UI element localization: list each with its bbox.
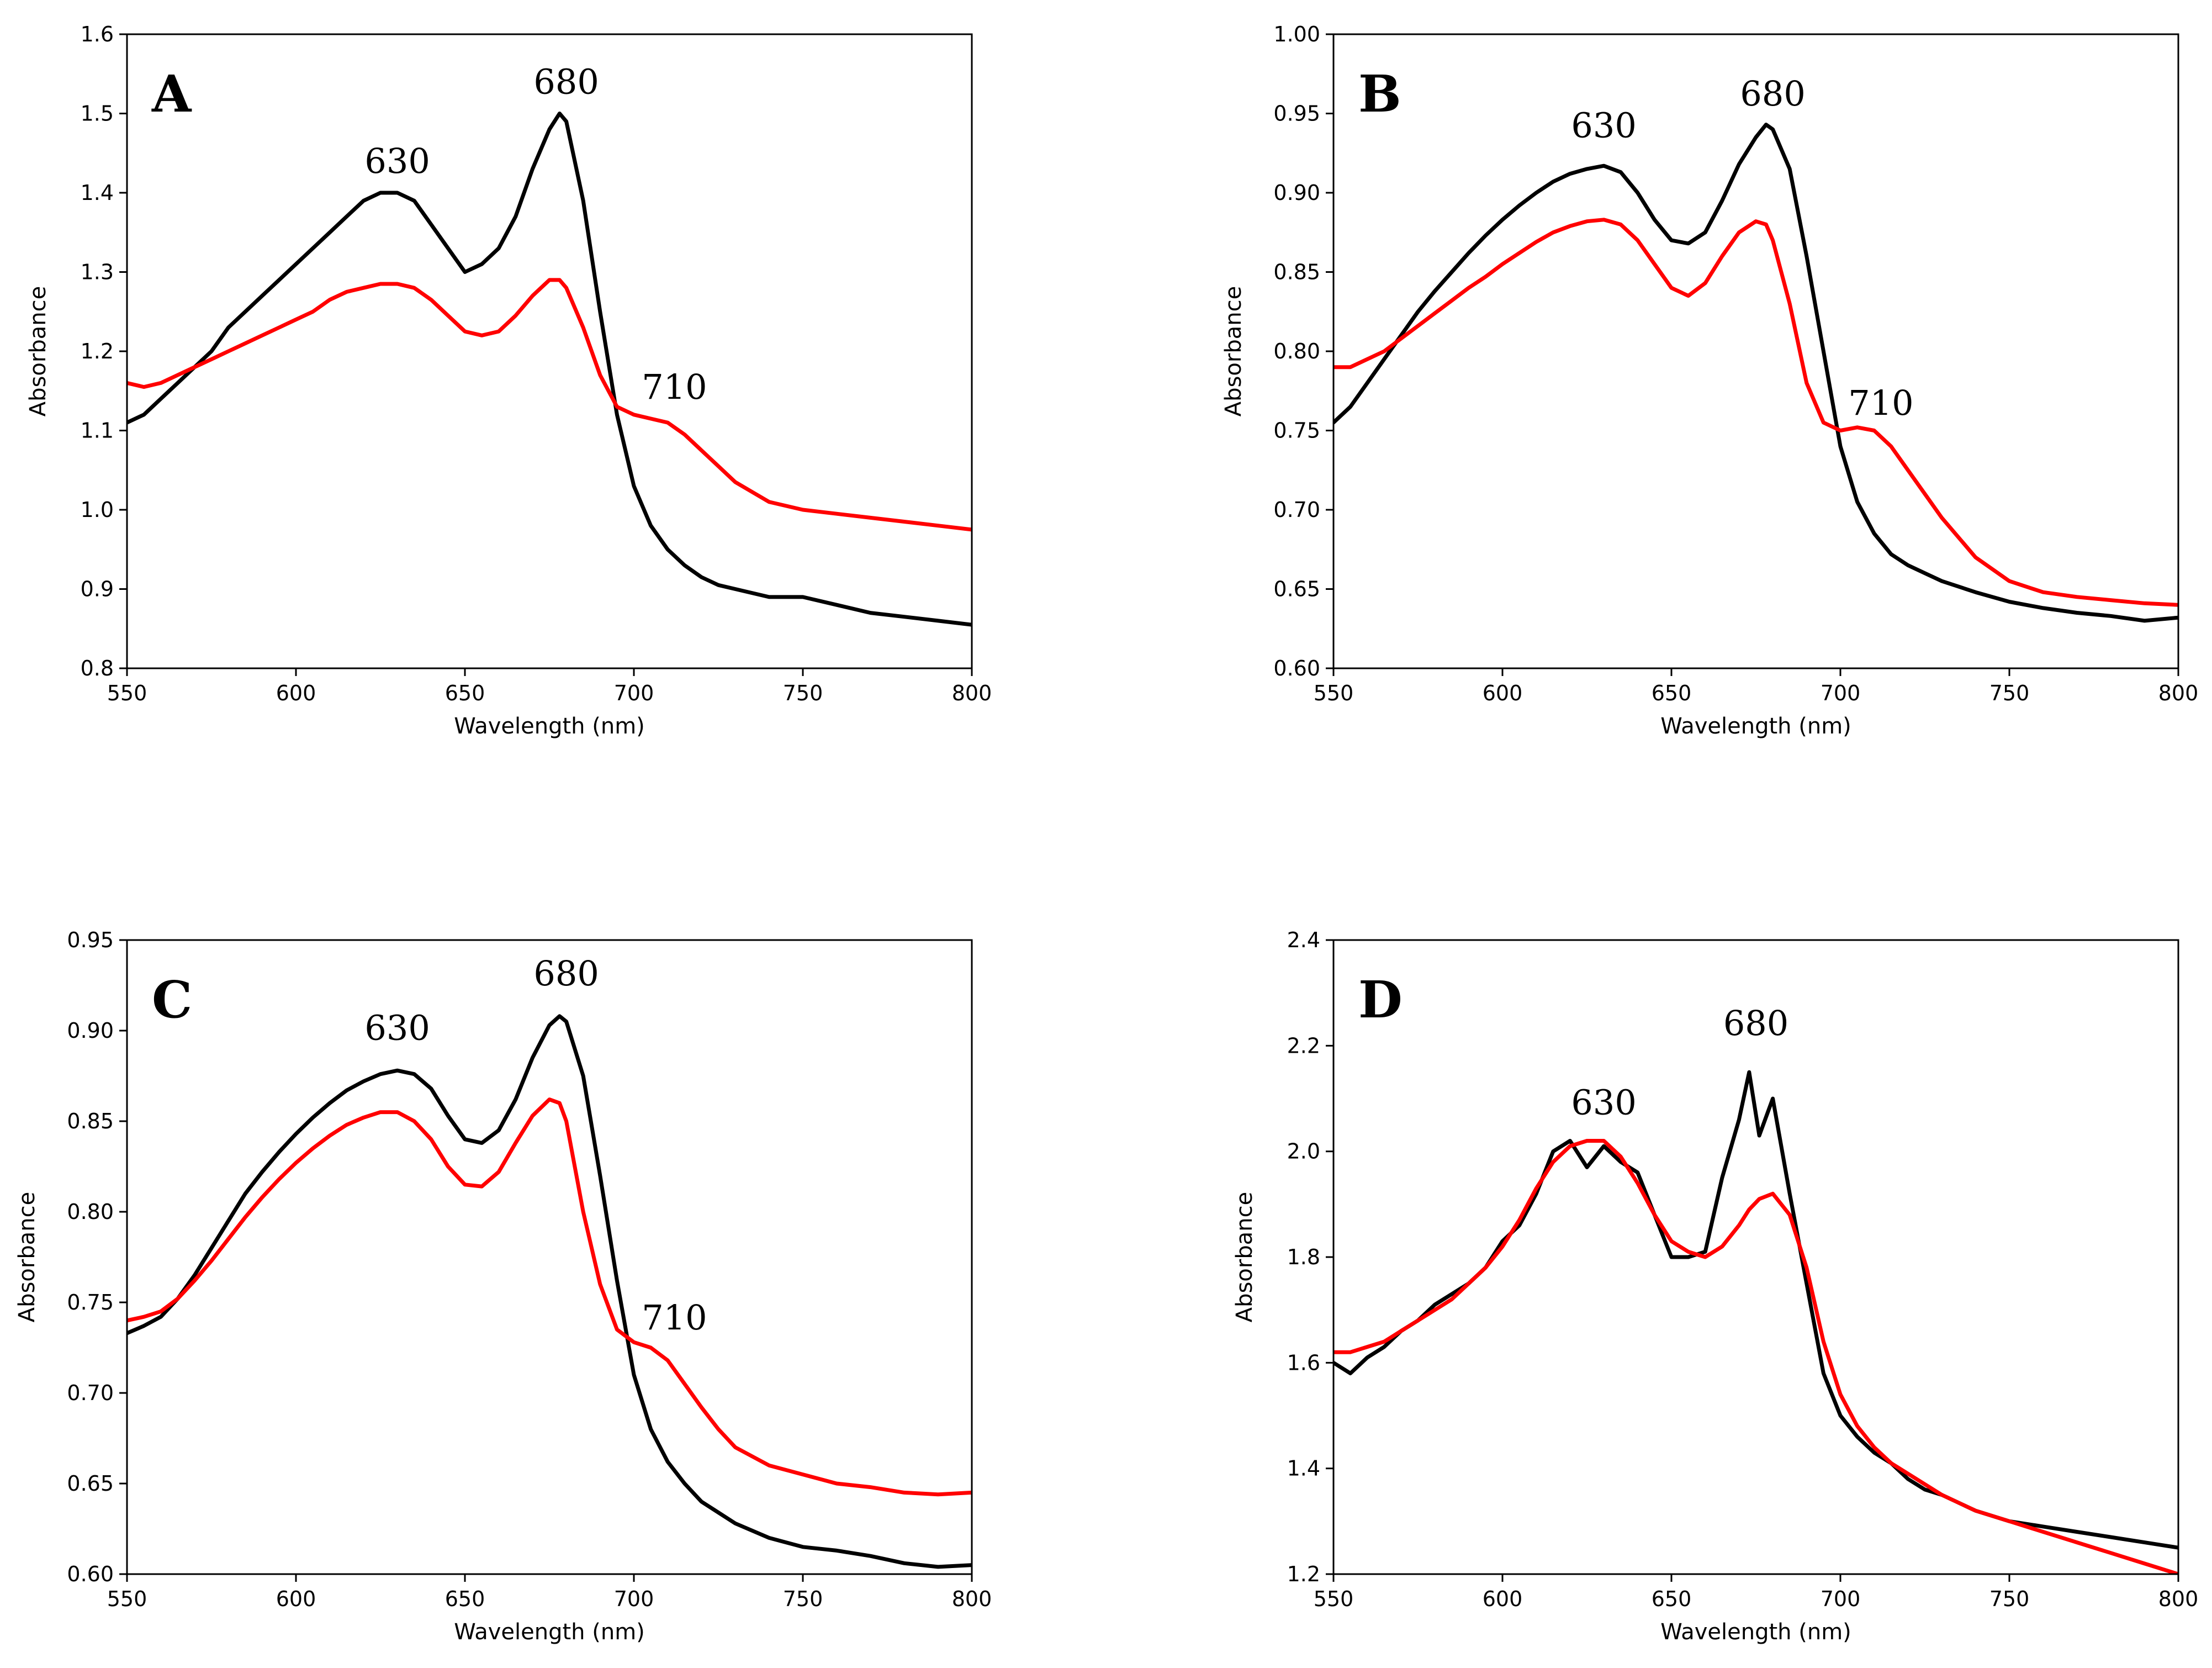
panel-a-x-tick-label: 600 [276, 681, 316, 705]
panel-a-y-tick-label: 1.5 [81, 102, 114, 126]
panel-b-x-tick-label: 700 [1821, 681, 1861, 705]
panel-a-x-axis-title: Wavelength (nm) [454, 714, 645, 739]
panel-a-x-tick-label: 750 [783, 681, 823, 705]
panel-b-y-tick-label: 0.65 [1273, 577, 1320, 601]
panel-b-peak-label-710: 710 [1848, 383, 1913, 423]
panel-b-x-tick-label: 550 [1314, 681, 1354, 705]
panel-b-y-tick-label: 1.00 [1273, 22, 1320, 46]
panel-b-x-tick-label: 750 [1989, 681, 2030, 705]
panel-a-y-tick-label: 0.9 [81, 577, 114, 601]
panel-b-y-tick-label: 0.95 [1273, 102, 1320, 126]
panel-b-y-tick-label: 0.85 [1273, 260, 1320, 284]
panel-d-y-tick-label: 2.0 [1287, 1139, 1320, 1164]
panel-d-x-tick-label: 600 [1483, 1587, 1523, 1611]
panel-d-peak-label-680: 680 [1723, 1003, 1788, 1043]
panel-c-y-tick-label: 0.85 [67, 1109, 114, 1133]
panel-a-y-tick-label: 1.0 [81, 498, 114, 522]
panel-a-peak-label-630: 630 [364, 141, 430, 181]
panel-a-series-red-line [127, 278, 972, 532]
panel-a-x-tick-label: 800 [952, 681, 992, 705]
panel-a-letter: A [151, 64, 192, 124]
panel-d-y-tick-label: 1.8 [1287, 1245, 1320, 1269]
panel-a: 550 600 650 700 750 800 0.8 0.9 1.0 1.1 1.2 1.3 1.4 1… [25, 22, 992, 739]
panel-d-x-tick-label: 650 [1652, 1587, 1692, 1611]
panel-c-x-tick-label: 750 [783, 1587, 823, 1611]
panel-d-y-tick-label: 1.6 [1287, 1350, 1320, 1375]
panel-b-letter: B [1358, 64, 1401, 124]
panel-a-peak-label-710: 710 [642, 367, 707, 407]
panel-a-y-tick-label: 1.6 [81, 22, 114, 46]
panel-c-y-tick-label: 0.80 [67, 1200, 114, 1224]
panel-d-y-tick-label: 2.4 [1287, 928, 1320, 952]
panel-b-y-axis-title: Absorbance [1221, 286, 1246, 416]
panel-a-y-tick-label: 1.1 [81, 419, 114, 443]
panel-b-x-tick-label: 800 [2158, 681, 2199, 705]
panel-b-y-tick-label: 0.90 [1273, 181, 1320, 205]
panel-d-y-tick-label: 2.2 [1287, 1033, 1320, 1058]
panel-d: 550 600 650 700 750 800 1.2 1.4 1.6 1.8 2.0 2.2 2.4 W… [1232, 928, 2198, 1645]
panel-b-y-tick-label: 0.80 [1273, 339, 1320, 363]
panel-b-x-axis-title: Wavelength (nm) [1660, 714, 1851, 739]
panel-a-y-tick-label: 0.8 [81, 656, 114, 680]
panel-c-x-axis-title: Wavelength (nm) [454, 1619, 645, 1645]
panel-a-y-axis-title: Absorbance [25, 286, 51, 416]
panel-b-peak-label-630: 630 [1571, 105, 1636, 146]
panel-a-y-tick-label: 1.3 [81, 260, 114, 284]
panel-c-series-red-line [127, 1097, 972, 1497]
panel-c-y-tick-label: 0.90 [67, 1018, 114, 1043]
panel-a-plot-area [127, 112, 972, 627]
panel-c-y-tick-label: 0.60 [67, 1562, 114, 1586]
panel-b-y-tick-label: 0.75 [1273, 419, 1320, 443]
panel-d-y-axis-title: Absorbance [1232, 1192, 1257, 1322]
panel-b-series-red-line [1333, 218, 2178, 607]
panel-d-peak-label-630: 630 [1571, 1083, 1636, 1123]
panel-b-x-tick-label: 650 [1652, 681, 1692, 705]
panel-c-plot-area [127, 1014, 972, 1569]
panel-a-y-tick-label: 1.4 [81, 181, 114, 205]
panel-c-x-tick-label: 600 [276, 1587, 316, 1611]
panel-c-letter: C [152, 970, 192, 1030]
panel-c: 550 600 650 700 750 800 0.60 0.65 0.70 0.75 0.80 0.… [14, 928, 992, 1645]
panel-d-letter: D [1358, 970, 1403, 1030]
panel-d-x-tick-label: 750 [1989, 1587, 2030, 1611]
panel-d-y-tick-label: 1.4 [1287, 1456, 1320, 1481]
panel-c-x-tick-label: 800 [952, 1587, 992, 1611]
panel-a-x-tick-label: 650 [445, 681, 485, 705]
panel-b: 550 600 650 700 750 800 0.60 0.65 0.70 0.75 0.80 0.… [1221, 22, 2198, 739]
panel-b-x-tick-label: 600 [1483, 681, 1523, 705]
panel-c-peak-label-680: 680 [533, 953, 599, 994]
panel-c-y-tick-label: 0.70 [67, 1381, 114, 1405]
panel-b-y-tick-label: 0.70 [1273, 498, 1320, 522]
panel-d-y-tick-label: 1.2 [1287, 1562, 1320, 1586]
panel-d-plot-area [1333, 1070, 2178, 1574]
panel-b-plot-area [1333, 123, 2178, 623]
panel-c-frame [126, 939, 973, 1575]
panel-c-y-tick-label: 0.65 [67, 1471, 114, 1496]
panel-c-series-black-line [127, 1014, 972, 1569]
panel-d-x-tick-label: 550 [1314, 1587, 1354, 1611]
panel-c-x-tick-label: 650 [445, 1587, 485, 1611]
panel-c-y-tick-label: 0.95 [67, 928, 114, 952]
panel-c-peak-label-630: 630 [364, 1007, 430, 1048]
panel-c-x-tick-label: 550 [107, 1587, 147, 1611]
panel-b-peak-label-680: 680 [1740, 73, 1805, 114]
panel-d-x-tick-label: 700 [1821, 1587, 1861, 1611]
panel-c-peak-label-710: 710 [642, 1297, 707, 1338]
panel-c-y-tick-label: 0.75 [67, 1290, 114, 1315]
panel-d-x-axis-title: Wavelength (nm) [1660, 1619, 1851, 1645]
panel-a-y-tick-label: 1.2 [81, 339, 114, 363]
panel-c-y-axis-title: Absorbance [14, 1192, 40, 1322]
panel-a-peak-label-680: 680 [533, 62, 599, 102]
panel-b-y-tick-label: 0.60 [1273, 656, 1320, 680]
panel-a-x-tick-label: 550 [107, 681, 147, 705]
panel-c-x-tick-label: 700 [614, 1587, 654, 1611]
panel-a-x-tick-label: 700 [614, 681, 654, 705]
panel-a-series-black-line [127, 112, 972, 627]
panel-d-series-red-line [1333, 1139, 2178, 1574]
panel-b-series-black-line [1333, 123, 2178, 623]
panel-d-x-tick-label: 800 [2158, 1587, 2199, 1611]
